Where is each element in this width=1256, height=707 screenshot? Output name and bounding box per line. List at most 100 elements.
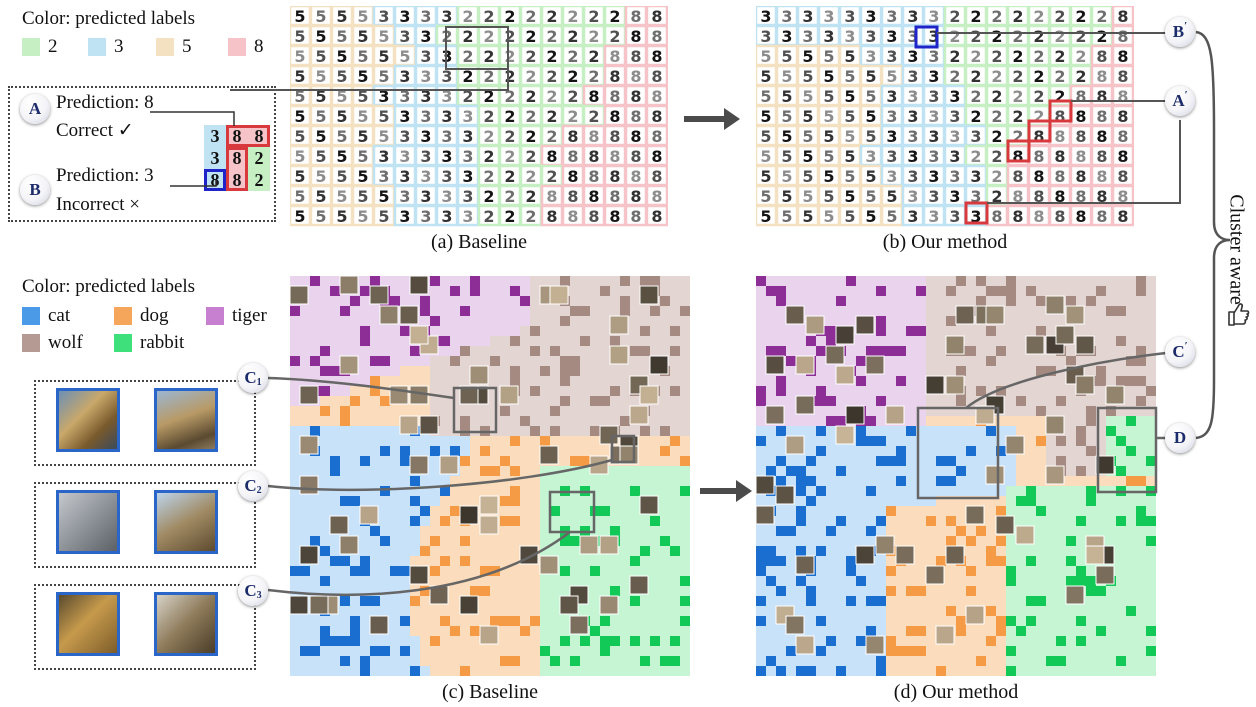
grid-cell <box>510 286 520 296</box>
animal-thumbnail <box>339 535 359 555</box>
grid-cell <box>360 626 370 636</box>
grid-cell <box>946 576 956 586</box>
grid-cell <box>650 646 660 656</box>
grid-cell <box>290 346 300 356</box>
grid-cell <box>846 556 856 566</box>
grid-cell <box>330 406 340 416</box>
grid-cell <box>906 366 916 376</box>
grid-cell <box>806 596 816 606</box>
grid-cell <box>776 456 786 466</box>
grid-cell <box>570 286 580 296</box>
grid-cell <box>816 646 826 656</box>
svg-text:5: 5 <box>378 67 389 86</box>
svg-text:8: 8 <box>1096 127 1107 146</box>
grid-cell <box>926 666 936 676</box>
grid-cell <box>600 646 610 656</box>
grid-cell <box>380 656 390 666</box>
grid-cell <box>1146 276 1156 286</box>
grid-cell <box>590 336 600 346</box>
grid-cell <box>846 516 856 526</box>
grid-cell <box>936 656 946 666</box>
grid-cell <box>320 286 330 296</box>
grid-cell <box>816 656 826 666</box>
animal-thumbnail <box>609 315 629 335</box>
grid-cell <box>660 536 670 546</box>
grid-cell <box>590 326 600 336</box>
grid-cell <box>856 456 866 466</box>
grid-cell <box>856 436 866 446</box>
svg-text:8: 8 <box>1096 47 1107 66</box>
svg-text:3: 3 <box>420 27 431 46</box>
grid-cell <box>826 646 836 656</box>
grid-cell <box>680 576 690 586</box>
grid-cell <box>650 526 660 536</box>
animal-thumbnail <box>639 495 659 515</box>
svg-text:2: 2 <box>609 7 620 26</box>
svg-text:5: 5 <box>802 207 813 226</box>
grid-cell <box>1056 566 1066 576</box>
grid-cell <box>976 586 986 596</box>
grid-cell <box>620 666 630 676</box>
grid-cell <box>1046 356 1056 366</box>
animal-thumbnail <box>935 625 955 645</box>
grid-cell <box>796 586 806 596</box>
animal-thumbnail <box>309 595 329 615</box>
grid-cell <box>856 446 866 456</box>
grid-cell <box>956 356 966 366</box>
grid-cell <box>766 466 776 476</box>
grid-cell <box>906 506 916 516</box>
svg-text:8: 8 <box>1096 207 1107 226</box>
grid-cell <box>1096 586 1106 596</box>
grid-cell <box>1066 406 1076 416</box>
animal-thumbnail <box>795 635 815 655</box>
grid-cell <box>530 476 540 486</box>
grid-cell <box>520 296 530 306</box>
grid-cell <box>1006 586 1016 596</box>
svg-text:5: 5 <box>315 147 326 166</box>
svg-text:2: 2 <box>525 7 536 26</box>
grid-cell <box>450 276 460 286</box>
grid-cell <box>956 576 966 586</box>
svg-text:2: 2 <box>483 187 494 206</box>
badge-d: D <box>1165 423 1195 453</box>
grid-cell <box>610 626 620 636</box>
highlight-b-red1 <box>1048 99 1073 123</box>
grid-cell <box>1076 466 1086 476</box>
grid-cell <box>1066 636 1076 646</box>
arrow-right-icon <box>684 108 740 130</box>
svg-text:2: 2 <box>991 147 1002 166</box>
grid-cell <box>1136 306 1146 316</box>
grid-cell <box>520 436 530 446</box>
grid-cell <box>660 556 670 566</box>
grid-cell <box>530 636 540 646</box>
grid-cell <box>936 396 946 406</box>
grid-cell <box>540 466 550 476</box>
grid-cell <box>670 636 680 646</box>
svg-text:8: 8 <box>546 147 557 166</box>
svg-text:5: 5 <box>823 107 834 126</box>
grid-cell <box>1126 646 1136 656</box>
grid-cell <box>620 526 630 536</box>
grid-cell <box>976 386 986 396</box>
grid-cell <box>1076 496 1086 506</box>
grid-cell <box>440 366 450 376</box>
svg-text:3: 3 <box>802 27 813 46</box>
grid-cell <box>816 546 826 556</box>
grid-cell <box>1066 646 1076 656</box>
grid-cell <box>370 366 380 376</box>
grid-cell <box>1066 486 1076 496</box>
grid-cell <box>290 646 300 656</box>
svg-text:5: 5 <box>378 207 389 226</box>
grid-cell <box>946 306 956 316</box>
grid-cell <box>380 456 390 466</box>
grid-cell <box>620 566 630 576</box>
animal-thumbnail <box>1005 435 1025 455</box>
svg-text:2: 2 <box>970 107 981 126</box>
legend-bottom-row1: cat dog tiger <box>22 305 267 327</box>
grid-cell <box>806 546 816 556</box>
grid-cell <box>560 656 570 666</box>
grid-cell <box>550 386 560 396</box>
grid-cell <box>600 366 610 376</box>
grid-cell <box>470 496 480 506</box>
